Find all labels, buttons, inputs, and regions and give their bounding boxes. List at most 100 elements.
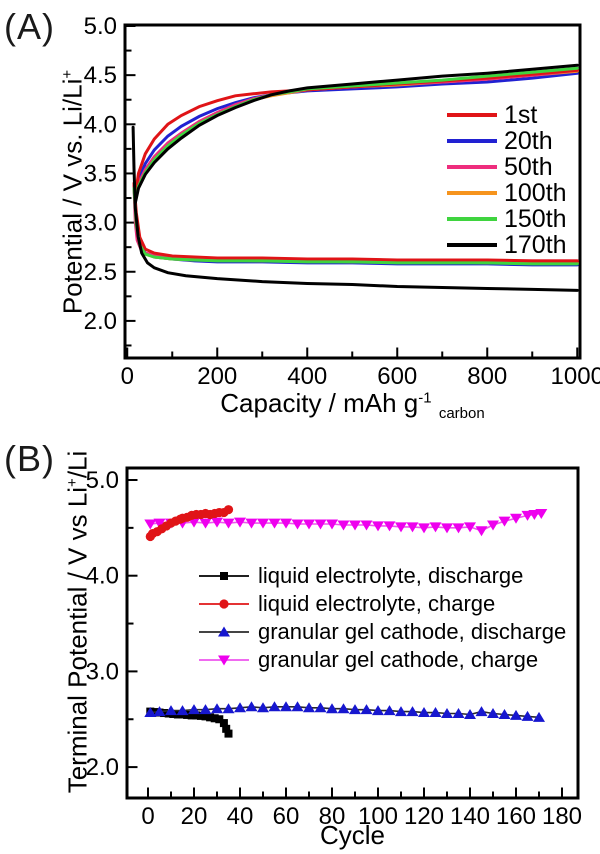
panel-b-x-axis-title-text: Cycle [319,820,385,850]
triangle-up-marker [176,705,189,716]
triangle-down-marker [153,518,166,529]
triangle-down-marker [268,518,281,529]
panel-b-y-axis-title-text: Terminal Potential / V vs Li [62,486,93,794]
square-marker [192,711,201,720]
triangle-down-marker [291,519,304,530]
legend-label: 50th [504,152,553,181]
legend-line [447,139,497,143]
triangle-down-marker [337,520,350,531]
triangle-down-marker [222,518,235,529]
triangle-up-marker [257,702,269,713]
legend-line [447,243,497,247]
plot-frame [125,466,580,800]
series-170th-charge-line [133,63,579,205]
triangle-up-marker [510,709,522,720]
legend-item: liquid electrolyte, discharge [198,562,566,590]
legend-label: liquid electrolyte, discharge [258,563,524,588]
square-marker [160,709,169,718]
y-tick-label: 3.0 [84,210,117,237]
triangle-down-marker [372,521,384,532]
triangle-up-marker [498,708,511,719]
triangle-up-marker [188,704,200,715]
square-marker [187,711,196,720]
x-tick-label: 600 [377,363,417,390]
y-tick-label: 4.0 [84,111,117,138]
triangle-down-marker [234,517,246,528]
legend-label: granular gel cathode, charge [258,647,539,672]
triangle-up-marker [291,701,304,712]
legend-key-circle [199,599,249,609]
panel-a-legend: 1st 20th 50th 100th 150th 170th [447,100,567,259]
legend-line [447,217,497,221]
square-marker [210,714,219,723]
triangle-down-marker [464,522,476,533]
legend-item-1st: 1st [447,100,567,129]
triangle-up-marker [372,705,384,716]
legend-item: liquid electrolyte, charge [198,590,566,618]
legend-item: granular gel cathode, discharge [198,618,566,646]
x-tick-label: 20 [181,803,208,830]
y-tick-label: 3.0 [86,658,119,685]
panel-b-y-axis-title: Terminal Potential / V vs Li+/Li [58,422,93,822]
triangle-down-marker [441,523,453,534]
panel-a-label: (A) [4,6,55,47]
triangle-down-marker [406,522,419,533]
y-tick-label: 2.0 [84,308,117,335]
triangle-down-marker [418,523,430,534]
triangle-up-marker [222,703,235,714]
y-tick-label: 4.5 [84,62,117,89]
panel-a-y-axis-title-text: Potential / V vs. Li/Li [57,78,88,315]
legend-label: 170th [504,230,567,259]
x-tick-label: 800 [467,363,507,390]
triangle-up-marker [165,705,177,716]
panel-a-y-axis-title-sup: + [59,69,76,79]
legend-label: 1st [504,100,538,129]
y-tick-label: 5.0 [84,13,117,40]
legend-key-square [199,572,249,580]
legend-line [447,165,497,169]
triangle-up-marker [452,708,465,719]
triangle-up-marker [144,707,157,718]
triangle-up-marker [487,708,499,719]
legend-key-triangle-up [199,626,249,637]
x-tick-label: 160 [496,803,536,830]
x-tick-label: 40 [227,803,254,830]
triangle-up-marker [429,707,442,718]
x-tick-label: 100 [358,803,398,830]
triangle-up-marker [211,703,223,714]
legend-item: granular gel cathode, charge [198,646,566,674]
x-tick-label: 1000 [551,363,600,390]
triangle-up-marker [418,707,430,718]
square-marker [222,724,231,733]
x-tick-label: 60 [273,803,300,830]
triangle-down-marker [314,519,327,530]
triangle-up-marker [383,705,396,716]
x-tick-label: 180 [542,803,582,830]
panel-a-y-axis-title: Potential / V vs. Li/Li+ [53,12,88,372]
panel-a-x-axis-title-sub: carbon [438,405,485,423]
series-170th-discharge-line [131,125,579,292]
triangle-up-marker [303,702,315,713]
x-tick-label: 140 [450,803,490,830]
triangle-up-marker [475,706,488,717]
triangle-up-marker [337,703,350,714]
triangle-up-marker [360,704,373,715]
triangle-up-marker [349,704,361,715]
y-tick-label: 3.5 [84,160,117,187]
triangle-down-marker [535,508,548,519]
legend-item-150th: 150th [447,205,567,233]
legend-key-triangle-down [199,655,249,666]
triangle-down-marker [395,522,407,533]
triangle-down-marker [326,519,338,530]
legend-label: 20th [504,126,553,155]
triangle-up-marker [406,706,419,717]
triangle-down-marker [475,526,488,537]
triangle-down-marker [360,520,373,531]
triangle-up-marker [326,703,338,714]
y-tick-label: 4.0 [86,563,119,590]
series-1st-discharge-line [132,181,579,263]
triangle-down-marker [199,518,212,529]
triangle-down-marker [303,519,315,530]
x-tick-label: 120 [404,803,444,830]
panel-b-y-axis-title-sup: + [64,478,81,487]
